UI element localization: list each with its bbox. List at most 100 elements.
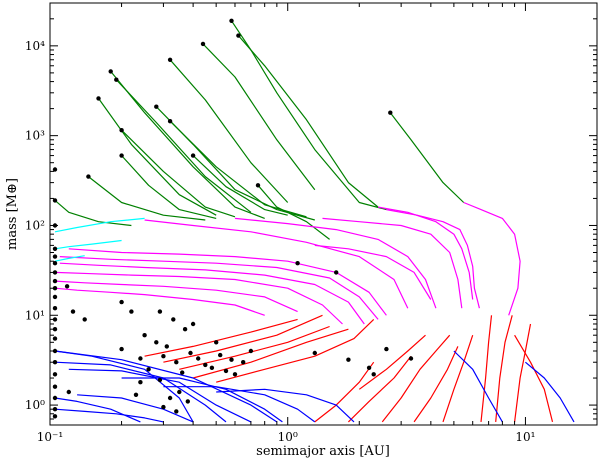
y-axis-label: mass [M⊕] <box>5 178 20 250</box>
data-point-15 <box>52 167 58 172</box>
data-point-34 <box>52 372 58 377</box>
data-point-78 <box>346 357 351 362</box>
data-point-42 <box>119 299 124 305</box>
data-point-43 <box>129 309 134 314</box>
data-point-35 <box>52 384 58 389</box>
series-line-11 <box>121 155 217 219</box>
data-point-6 <box>114 77 119 82</box>
data-point-39 <box>64 284 70 289</box>
series-line-21 <box>234 217 437 309</box>
series-line-34 <box>179 325 330 370</box>
series-line-14 <box>257 184 330 240</box>
data-point-80 <box>384 346 389 352</box>
series-line-26 <box>54 271 343 325</box>
data-point-30 <box>52 327 58 332</box>
series-line-24 <box>59 256 379 320</box>
points-layer <box>52 18 414 419</box>
data-point-49 <box>154 340 159 345</box>
data-point-2 <box>236 33 241 38</box>
x-tick-label-3: 10¹ <box>515 430 535 444</box>
series-line-29 <box>314 244 432 300</box>
data-point-21 <box>52 246 58 251</box>
data-point-46 <box>171 317 176 322</box>
data-point-4 <box>167 57 173 62</box>
data-point-31 <box>52 336 58 341</box>
series-line-44 <box>495 315 513 422</box>
y-tick-label-3: 10² <box>25 218 45 232</box>
data-point-50 <box>164 344 169 349</box>
series-line-5 <box>110 71 265 219</box>
series-line-19 <box>463 201 521 316</box>
data-point-57 <box>188 350 193 356</box>
series-line-50 <box>68 368 252 423</box>
data-point-44 <box>142 333 147 338</box>
data-point-76 <box>66 389 72 395</box>
series-line-33 <box>163 314 323 363</box>
data-point-62 <box>223 368 229 374</box>
series-line-38 <box>314 361 375 423</box>
series-line-3 <box>202 43 316 191</box>
series-line-22 <box>144 219 409 309</box>
data-point-71 <box>177 389 182 395</box>
series-line-30 <box>54 217 145 233</box>
plot-frame <box>49 2 598 426</box>
data-point-3 <box>200 41 206 47</box>
x-axis-label: semimajor axis [AU] <box>256 444 390 459</box>
series-line-55 <box>216 388 355 423</box>
data-point-70 <box>133 392 139 397</box>
data-point-13 <box>119 153 124 158</box>
data-point-1 <box>229 18 234 23</box>
series-line-42 <box>442 335 474 423</box>
data-point-5 <box>108 69 113 74</box>
data-point-77 <box>312 350 317 356</box>
series-line-32 <box>54 255 85 262</box>
series-line-52 <box>163 386 316 423</box>
series-line-2 <box>237 35 379 208</box>
series-line-35 <box>144 318 298 357</box>
data-point-14 <box>255 183 261 188</box>
series-line-23 <box>68 248 387 316</box>
data-point-81 <box>408 356 414 361</box>
data-point-41 <box>82 317 87 322</box>
series-line-53 <box>77 394 194 423</box>
series-line-10 <box>121 129 236 218</box>
y-tick-label-1: 10⁰ <box>25 398 45 412</box>
series-line-18 <box>377 206 474 300</box>
series-line-45 <box>514 323 532 422</box>
series-line-40 <box>381 334 451 423</box>
data-point-59 <box>203 362 208 368</box>
x-tick-label-1: 10⁻¹ <box>37 430 63 444</box>
data-point-79 <box>371 372 376 377</box>
data-point-38 <box>52 414 58 419</box>
data-point-67 <box>214 340 219 345</box>
data-point-47 <box>182 327 188 332</box>
data-point-56 <box>180 370 185 375</box>
data-point-66 <box>248 348 254 354</box>
series-line-43 <box>480 315 493 422</box>
series-line-31 <box>54 239 122 250</box>
data-point-64 <box>232 372 238 377</box>
data-point-58 <box>196 356 201 361</box>
data-point-63 <box>229 357 234 362</box>
data-point-82 <box>366 365 372 370</box>
y-tick-label-5: 10⁴ <box>25 39 45 53</box>
data-point-40 <box>70 309 76 314</box>
data-point-60 <box>209 365 215 370</box>
plot-background <box>50 3 597 425</box>
series-layer <box>54 20 575 423</box>
series-line-47 <box>358 334 426 390</box>
data-point-22 <box>52 254 58 259</box>
data-point-28 <box>52 306 58 311</box>
data-point-36 <box>52 395 58 401</box>
data-point-12 <box>190 153 196 158</box>
data-point-33 <box>52 360 58 365</box>
data-point-48 <box>190 321 196 327</box>
data-point-11 <box>119 128 124 133</box>
data-point-74 <box>161 404 166 410</box>
data-point-16 <box>86 174 91 179</box>
ticks-layer: 10⁻¹ 10⁰ 10¹ 10⁰ 10¹ 10² 10³ 10⁴ <box>25 2 598 444</box>
series-line-59 <box>54 408 164 423</box>
series-line-58 <box>525 361 575 423</box>
data-point-24 <box>52 270 58 275</box>
